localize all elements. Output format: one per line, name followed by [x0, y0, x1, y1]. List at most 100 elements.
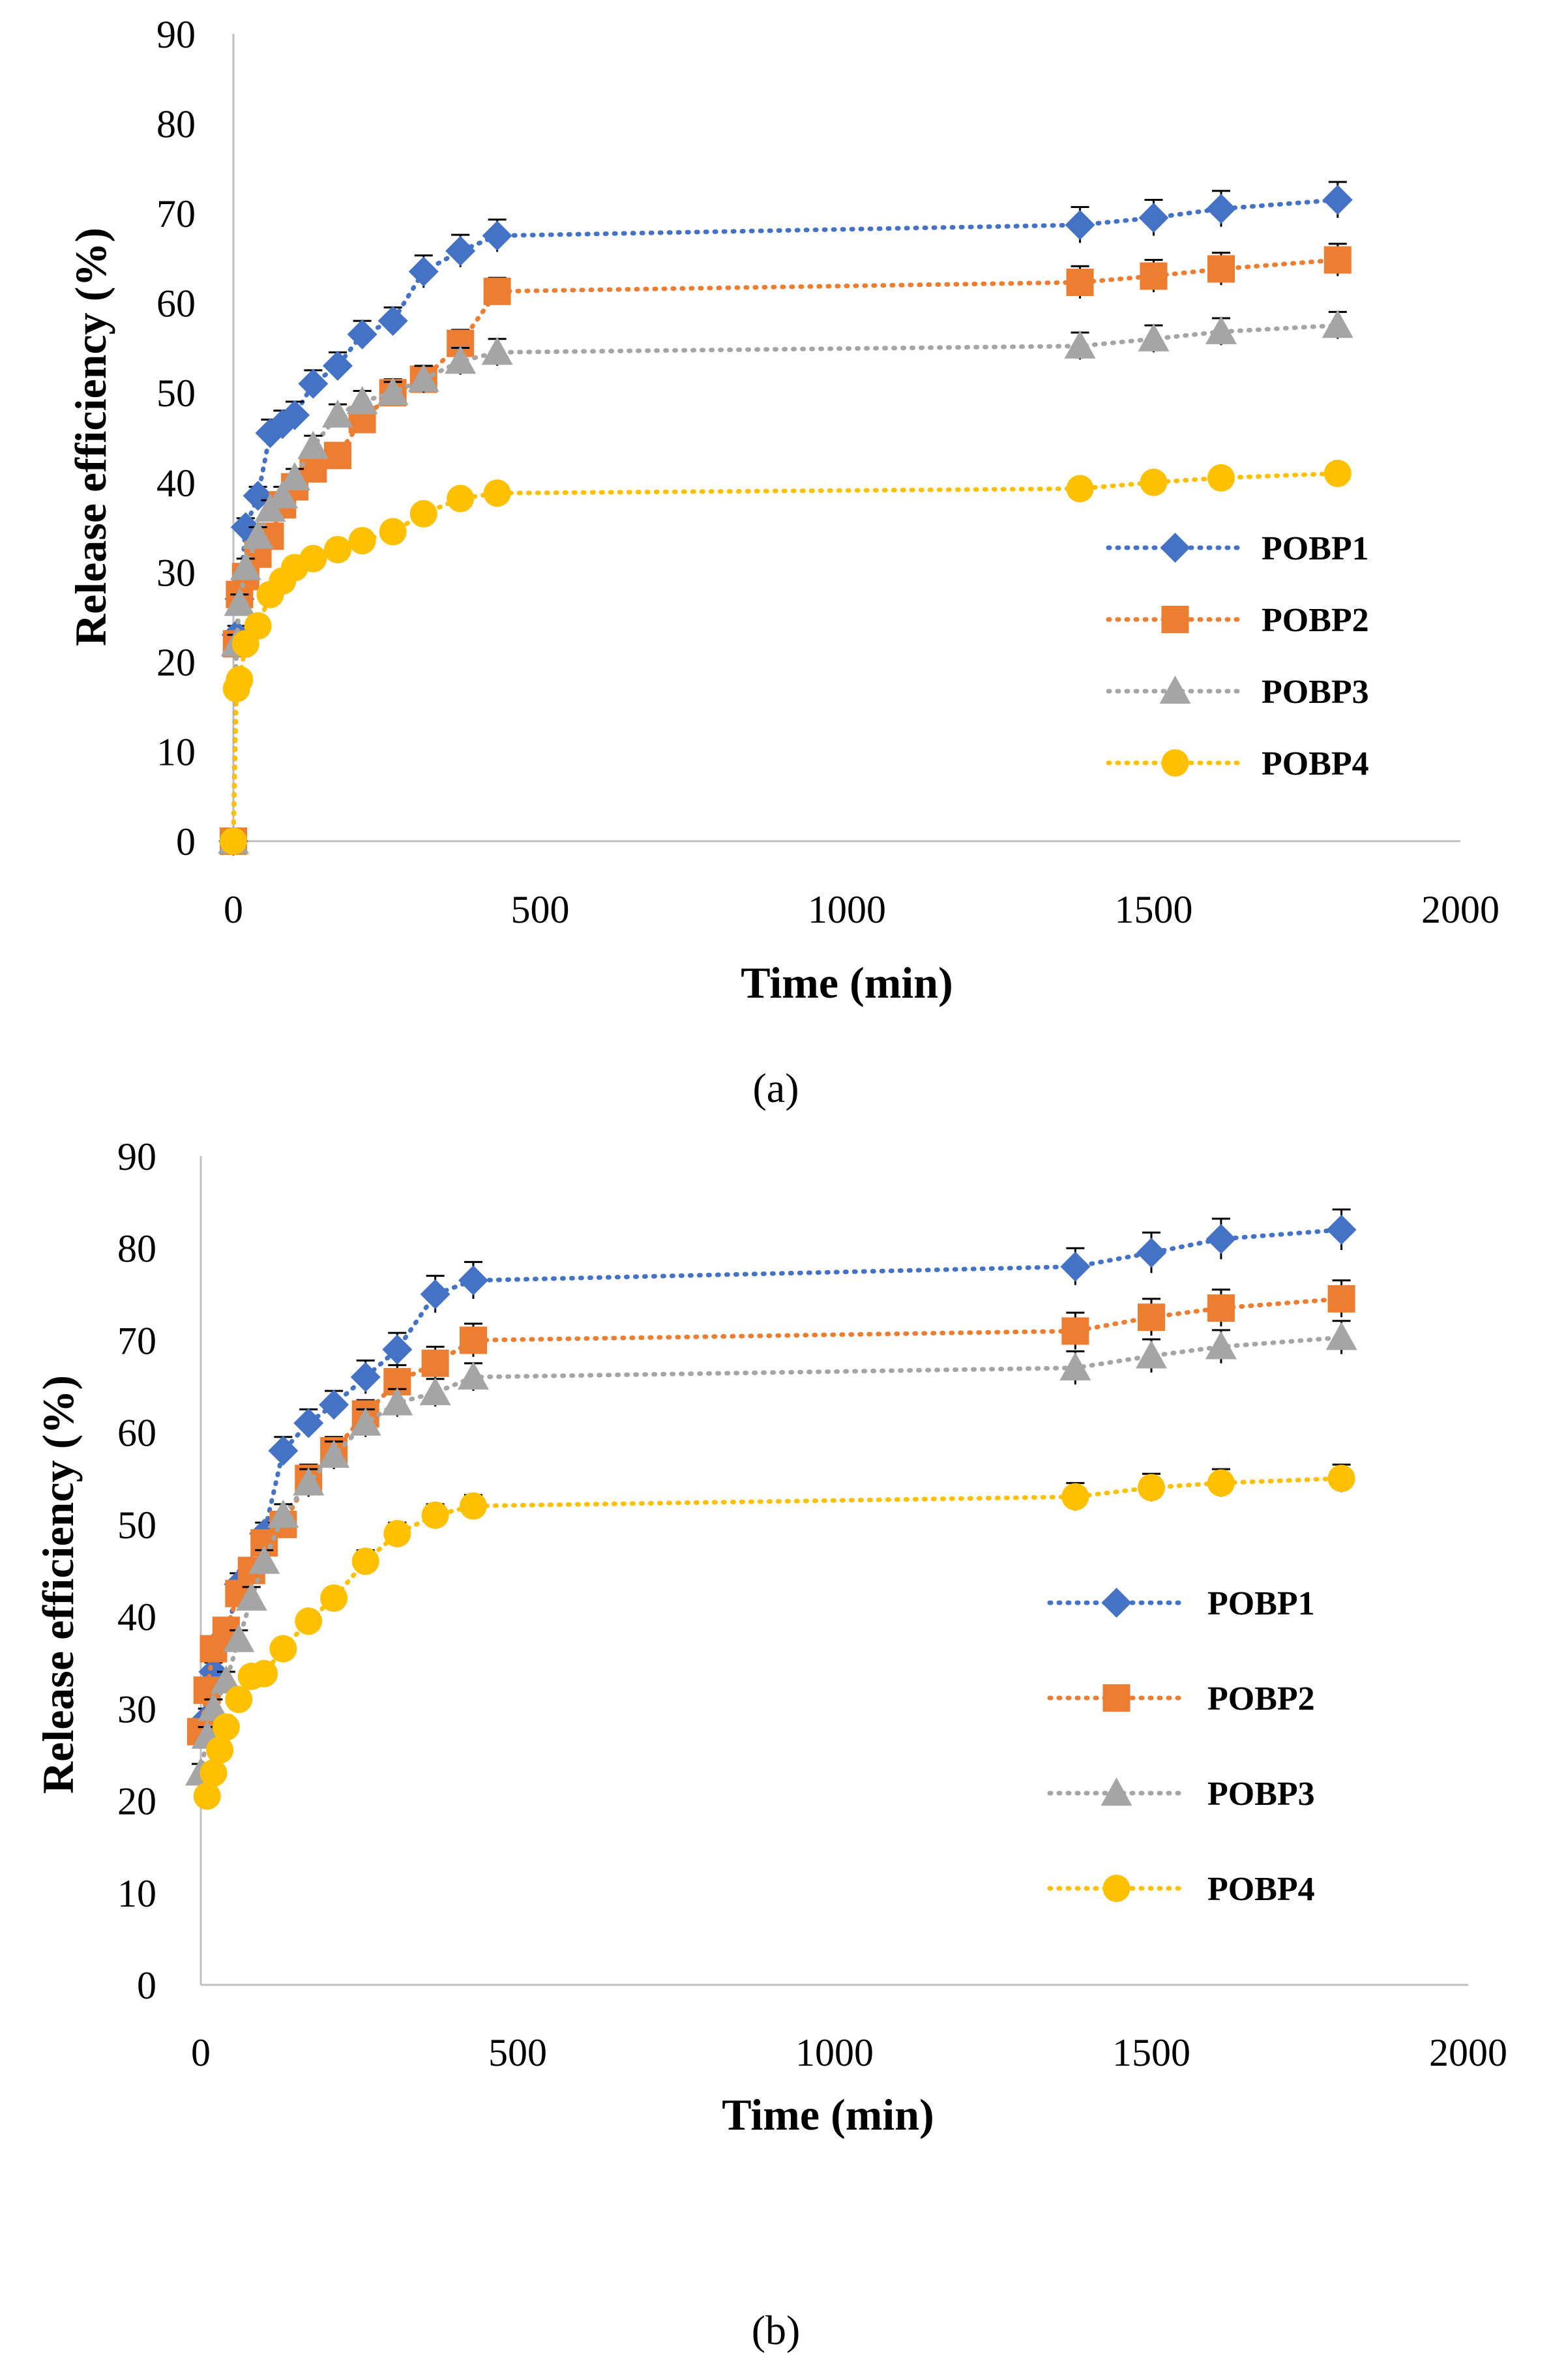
panel-b-pobp4-point: [206, 1736, 234, 1764]
panel-b-chart: 0 10 20 30 40 50 60 70 80 90 0 500 1000 1500 2000 POBP…: [33, 1135, 1507, 2353]
panel-a-x-tick-label: 1000: [808, 888, 886, 931]
panel-a-pobp1-point: [1138, 202, 1169, 233]
panel-a-legend: POBP1 POBP2 POBP3 POBP4: [1106, 530, 1369, 782]
panel-a-pobp3-point: [377, 377, 409, 406]
panel-a-pobp3-point: [481, 336, 513, 365]
panel-a-pobp3-point: [229, 552, 261, 580]
panel-b-y-tick-label: 0: [137, 1964, 156, 2007]
panel-a-pobp4-point: [379, 518, 407, 546]
panel-a-chart: 0 10 20 30 40 50 60 70 80 90 0 500 1000 1500 2000 POBP…: [66, 13, 1499, 1111]
panel-b-pobp3-point: [381, 1387, 413, 1416]
panel-b-series-pobp4: [193, 1463, 1355, 1810]
panel-a-pobp1-point: [1322, 185, 1353, 215]
panel-b-legend-marker-pobp2: [1102, 1684, 1130, 1712]
panel-a-pobp1-point: [445, 235, 476, 266]
panel-a-y-tick-label: 10: [156, 730, 196, 773]
panel-a-y-tick-label: 30: [156, 551, 196, 594]
panel-b-pobp3-point: [419, 1376, 451, 1406]
panel-a-pobp3-point: [346, 385, 378, 415]
panel-b-axes: [199, 1156, 1468, 1986]
panel-a-x-tick-label: 1500: [1115, 888, 1193, 931]
panel-b-pobp2-point: [1207, 1294, 1235, 1322]
panel-b-pobp1-point: [420, 1279, 451, 1309]
panel-b-x-tick-label: 2000: [1429, 2031, 1507, 2074]
panel-a-pobp4-point: [323, 535, 351, 563]
panel-a-pobp1-point: [482, 220, 512, 251]
panel-b-pobp3-point: [267, 1499, 299, 1528]
panel-b-y-tick-label: 10: [117, 1872, 156, 1915]
panel-b-pobp3-point: [235, 1582, 267, 1611]
panel-b-pobp3-point: [1136, 1340, 1167, 1369]
panel-b-y-tick-label: 30: [117, 1688, 156, 1731]
panel-b-pobp2-point: [421, 1349, 449, 1377]
panel-a-legend-marker-pobp1: [1160, 533, 1190, 563]
panel-a-pobp4-point: [483, 479, 511, 507]
panel-b-pobp4-point: [320, 1584, 348, 1612]
panel-a-pobp4-point: [447, 484, 475, 513]
panel-b-pobp3-point: [349, 1407, 381, 1436]
panel-a-legend-marker-pobp3: [1159, 676, 1191, 704]
panel-b-pobp3-point: [1205, 1331, 1237, 1360]
panel-b-pobp4-point: [250, 1659, 278, 1688]
panel-b-pobp4-point: [199, 1759, 228, 1787]
panel-a-legend-marker-pobp2: [1161, 606, 1189, 633]
panel-a-pobp1-point: [1206, 194, 1237, 224]
panel-a-pobp4-point: [244, 612, 272, 640]
panel-b-pobp1-point: [1326, 1214, 1357, 1245]
panel-a-pobp1-point: [322, 350, 353, 381]
panel-a-pobp4-point: [1323, 460, 1352, 488]
panel-b-pobp2-point: [1138, 1303, 1165, 1331]
panel-a-pobp2-point: [1066, 269, 1094, 297]
panel-a-y-tick-label: 80: [156, 103, 196, 146]
panel-a-ticks: 0 10 20 30 40 50 60 70 80 90 0 500 1000 1500 2000: [156, 13, 1499, 931]
panel-b-pobp3-point: [1059, 1352, 1091, 1381]
panel-b-y-axis-title: Release efficiency (%): [33, 1375, 83, 1794]
panel-a-plot-area: [218, 181, 1353, 856]
panel-a-pobp3-point: [1138, 323, 1170, 351]
panel-a-y-tick-label: 0: [176, 820, 196, 863]
panel-a-y-tick-label: 20: [156, 641, 196, 684]
panel-b-legend: POBP1 POBP2 POBP3 POBP4: [1047, 1585, 1315, 1908]
panel-b-pobp4-point: [295, 1607, 323, 1635]
panel-b-pobp4-point: [421, 1501, 449, 1529]
panel-a-pobp1-point: [347, 319, 377, 350]
panel-b-y-tick-label: 50: [117, 1504, 156, 1547]
panel-b-pobp3-point: [1325, 1322, 1357, 1350]
panel-a-pobp4-point: [1207, 464, 1235, 492]
panel-a-pobp2-point: [323, 441, 351, 469]
panel-b-pobp1-point: [319, 1390, 349, 1420]
panel-a-pobp1-point: [298, 368, 329, 399]
panel-b-pobp3-point: [457, 1361, 489, 1390]
panel-a-pobp2-point: [1323, 246, 1352, 274]
panel-b-pobp4-point: [1061, 1483, 1089, 1511]
panel-b-pobp1-point: [350, 1361, 381, 1392]
panel-b-x-tick-label: 1500: [1112, 2031, 1190, 2074]
panel-a-pobp1-point: [1065, 209, 1095, 240]
panel-a-legend-item-pobp2: POBP2: [1106, 602, 1369, 639]
panel-a-y-tick-label: 90: [156, 13, 196, 56]
panel-b-plot-area: [185, 1208, 1357, 1810]
panel-b-pobp4-point: [383, 1520, 411, 1548]
panel-b-pobp3-point: [223, 1624, 255, 1652]
panel-a-pobp4-point: [1066, 475, 1094, 503]
panel-b-legend-item-pobp3: POBP3: [1047, 1776, 1315, 1813]
panel-b-pobp4-point: [1327, 1465, 1355, 1493]
panel-b-y-tick-label: 70: [117, 1319, 156, 1362]
panel-a-pobp3-point: [267, 480, 299, 509]
panel-a-pobp2-point: [1207, 255, 1235, 283]
panel-b-legend-marker-pobp3: [1100, 1778, 1132, 1806]
panel-a-pobp3-point: [1064, 330, 1096, 359]
panel-a-pobp4-point: [220, 827, 247, 855]
panel-b-pobp3-point: [248, 1545, 280, 1574]
panel-b-pobp1-point: [293, 1408, 324, 1438]
panel-a-pobp2-point: [299, 455, 327, 483]
panel-a-legend-label-pobp3: POBP3: [1262, 674, 1369, 711]
panel-a-pobp2-point: [483, 277, 511, 305]
panel-b-pobp4-point: [1207, 1469, 1235, 1497]
panel-b-pobp2-point: [1327, 1285, 1355, 1313]
panel-b-pobp1-point: [1205, 1224, 1236, 1255]
panel-b-series-pobp3: [185, 1320, 1357, 1786]
panel-b-legend-label-pobp1: POBP1: [1207, 1585, 1315, 1622]
